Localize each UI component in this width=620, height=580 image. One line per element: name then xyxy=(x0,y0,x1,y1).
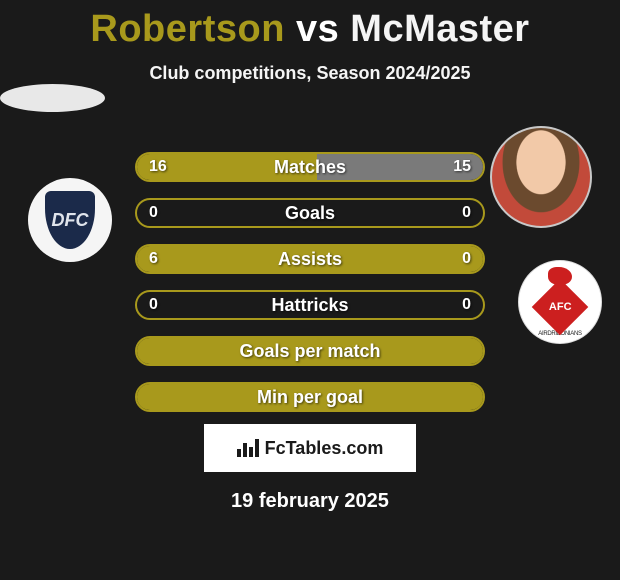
attribution-badge: FcTables.com xyxy=(204,424,416,472)
stat-label: Min per goal xyxy=(257,387,363,408)
snapshot-date: 19 february 2025 xyxy=(0,490,620,513)
club-left-crest-text: DFC xyxy=(45,191,95,249)
title-vs: vs xyxy=(285,8,350,50)
stat-label: Hattricks xyxy=(271,295,348,316)
stat-bars: 16 15 Matches 0 0 Goals 6 0 Assists 0 0 Hattricks Go… xyxy=(135,152,485,412)
stat-value-left: 0 xyxy=(149,204,158,222)
player-left-avatar xyxy=(0,84,105,112)
stat-value-left: 0 xyxy=(149,296,158,314)
stat-value-right: 15 xyxy=(453,158,471,176)
stat-bar-min-per-goal: Min per goal xyxy=(135,382,485,412)
attribution-text: FcTables.com xyxy=(265,438,384,459)
stat-label: Assists xyxy=(278,249,342,270)
club-left-crest: DFC xyxy=(28,178,112,262)
stat-bar-assists: 6 0 Assists xyxy=(135,244,485,274)
stat-bar-goals: 0 0 Goals xyxy=(135,198,485,228)
stat-bar-hattricks: 0 0 Hattricks xyxy=(135,290,485,320)
stat-label: Matches xyxy=(274,157,346,178)
stat-bar-matches: 16 15 Matches xyxy=(135,152,485,182)
stat-label: Goals xyxy=(285,203,335,224)
subtitle: Club competitions, Season 2024/2025 xyxy=(0,63,620,84)
chart-icon xyxy=(237,439,259,457)
stat-label: Goals per match xyxy=(239,341,380,362)
title-player-left: Robertson xyxy=(90,8,285,50)
stat-value-left: 6 xyxy=(149,250,158,268)
stat-value-left: 16 xyxy=(149,158,167,176)
club-right-crest-text: AFC xyxy=(549,301,572,313)
comparison-title: Robertson vs McMaster xyxy=(0,0,620,51)
stat-value-right: 0 xyxy=(462,296,471,314)
title-player-right: McMaster xyxy=(350,8,529,50)
club-right-crest: AFC AIRDRIEONIANS xyxy=(518,260,602,344)
player-right-avatar xyxy=(490,126,592,228)
club-right-diamond: AFC xyxy=(532,279,589,336)
stat-value-right: 0 xyxy=(462,204,471,222)
stat-bar-goals-per-match: Goals per match xyxy=(135,336,485,366)
stat-value-right: 0 xyxy=(462,250,471,268)
